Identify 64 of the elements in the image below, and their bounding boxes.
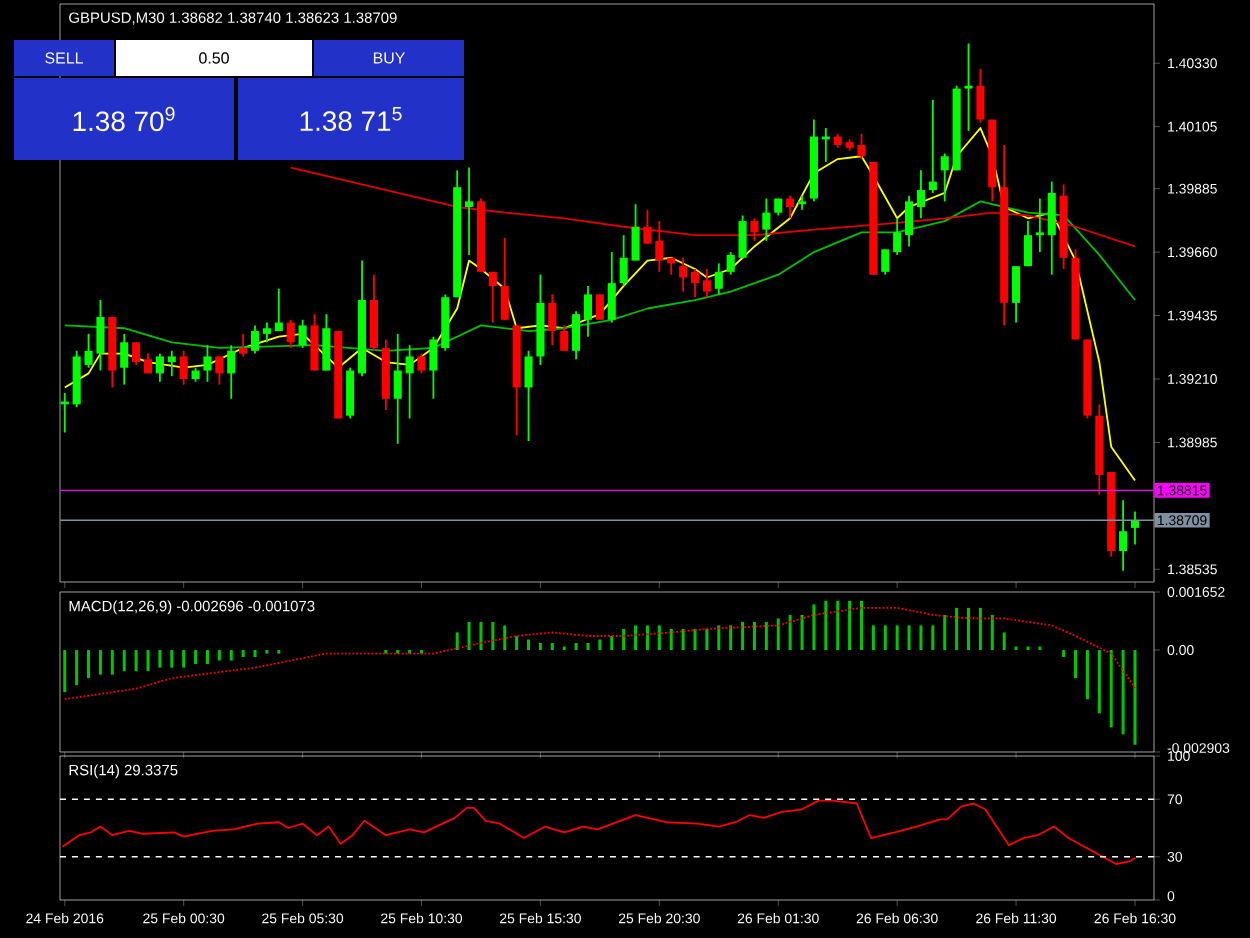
candlestick bbox=[690, 268, 700, 299]
candlestick bbox=[465, 166, 474, 256]
candlestick bbox=[417, 352, 426, 375]
candlestick bbox=[572, 310, 581, 361]
candlestick bbox=[179, 349, 188, 386]
candlestick bbox=[560, 324, 569, 352]
candlestick bbox=[905, 194, 914, 248]
candlestick bbox=[488, 270, 497, 324]
candlestick bbox=[322, 313, 331, 372]
candlestick bbox=[167, 349, 176, 378]
candlestick bbox=[976, 67, 985, 124]
candlestick bbox=[120, 332, 129, 386]
candlestick bbox=[1012, 265, 1021, 324]
candlestick bbox=[655, 220, 664, 273]
candlestick bbox=[310, 313, 319, 372]
candlestick bbox=[786, 194, 795, 220]
candlestick bbox=[132, 341, 141, 366]
line-series bbox=[289, 166, 1136, 248]
candlestick bbox=[298, 318, 307, 349]
candlestick bbox=[274, 287, 283, 332]
candlestick bbox=[679, 256, 688, 293]
annotation: 1.38 70$^{9}$ bbox=[73, 106, 175, 132]
candlestick bbox=[405, 344, 414, 420]
candlestick bbox=[369, 273, 378, 352]
candlestick bbox=[940, 152, 949, 203]
candlestick bbox=[607, 251, 616, 324]
candlestick bbox=[750, 217, 759, 242]
candlestick bbox=[1119, 499, 1128, 572]
candlestick bbox=[286, 318, 295, 349]
candlestick bbox=[429, 335, 438, 400]
candlestick bbox=[643, 208, 652, 245]
line-series bbox=[61, 799, 1136, 865]
candlestick bbox=[500, 237, 509, 321]
candlestick bbox=[631, 203, 640, 262]
candlestick bbox=[726, 251, 735, 276]
candlestick bbox=[250, 324, 260, 355]
candlestick bbox=[393, 332, 402, 445]
candlestick bbox=[1047, 180, 1056, 276]
candlestick bbox=[595, 293, 604, 321]
candlestick bbox=[893, 217, 902, 256]
candlestick bbox=[1035, 197, 1044, 254]
candlestick bbox=[583, 285, 593, 338]
candlestick bbox=[964, 42, 973, 132]
candlestick bbox=[928, 98, 937, 194]
candlestick bbox=[548, 293, 557, 347]
candlestick bbox=[524, 349, 533, 442]
candlestick bbox=[1023, 220, 1033, 268]
candlestick bbox=[916, 169, 925, 220]
candlestick bbox=[738, 214, 747, 259]
candlestick bbox=[762, 197, 771, 242]
candlestick bbox=[72, 349, 81, 409]
candlestick bbox=[619, 234, 628, 287]
candlestick bbox=[227, 344, 236, 400]
candlestick bbox=[239, 332, 248, 358]
candlestick bbox=[262, 321, 271, 344]
candlestick bbox=[881, 248, 890, 276]
candlestick bbox=[346, 366, 355, 420]
annotation: 1.38 71$^{5}$ bbox=[300, 106, 402, 132]
candlestick bbox=[215, 355, 224, 386]
candlestick bbox=[714, 262, 723, 296]
candlestick bbox=[155, 352, 164, 383]
candlestick bbox=[1130, 510, 1140, 546]
candlestick bbox=[702, 268, 711, 299]
candlestick bbox=[203, 344, 212, 383]
